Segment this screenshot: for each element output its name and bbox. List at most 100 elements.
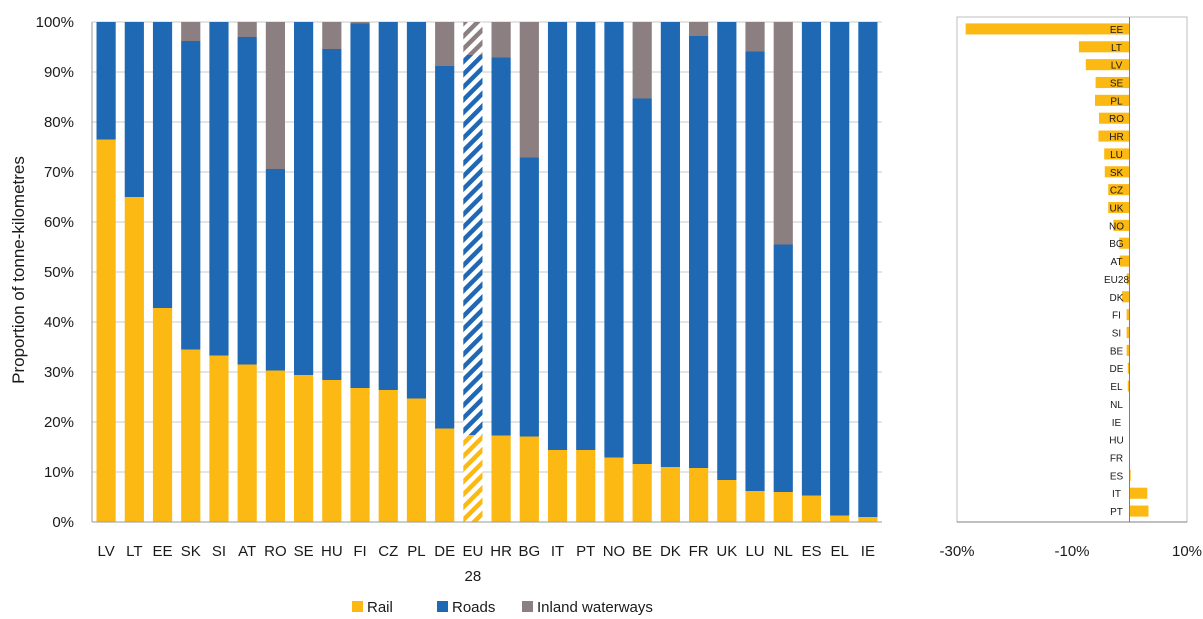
bar-roads-lv [96,22,116,140]
y-tick-labels: 0% 10% 20% 30% 40% 50% 60% 70% 80% 90% 100% [36,14,74,531]
bar-inland-waterways-nl [773,22,793,245]
category-label-pt: PT [1110,507,1123,518]
x-tick-label-hu: HU [321,543,343,560]
bar-rail-be [632,464,652,522]
bar-inland-waterways-sk [181,22,201,41]
bar-rail-it [547,450,568,522]
legend-swatch-rail [352,601,363,612]
y-tick-label: 40% [44,314,74,331]
bar-inland-waterways-bg [519,22,539,158]
bar-roads-hr [491,57,511,436]
bar-inland-waterways-hr [491,22,511,58]
category-label-si: SI [1112,329,1121,340]
change-bar-ro [1099,112,1130,124]
legend-swatch-roads [437,601,448,612]
legend: Rail Roads Inland waterways [352,599,653,616]
bar-rail-lu [745,491,765,522]
bar-rail-es [801,495,822,522]
y-tick-label: 60% [44,214,74,231]
stacked-bar-chart: 0% 10% 20% 30% 40% 50% 60% 70% 80% 90% 100% LV LT EE… [9,14,882,585]
bar-roads-bg [519,157,539,437]
y-tick-label: 30% [44,364,74,381]
bar-rail-el [830,515,850,522]
change-bar-sk [1104,166,1130,178]
bar-inland-waterways-ro [265,22,285,169]
x-tick-label-ee: EE [153,543,173,560]
bar-roads-fr [689,36,709,468]
x-tick-label-sk: SK [181,543,201,560]
bar-roads-lt [124,22,144,197]
bar-rail-bg [519,436,539,522]
bar-rail-fr [689,468,709,522]
bar-rail-de [435,428,455,522]
x-tick-label: 10% [1172,543,1202,560]
bar-roads-si [209,22,229,356]
bar-rail-at [237,364,257,522]
x-tick-label-lv: LV [97,543,114,560]
category-label-nl: NL [1110,400,1123,411]
axes [91,22,882,523]
y-tick-label: 50% [44,264,74,281]
bar-group [965,23,1149,517]
bar-inland-waterways-be [632,22,652,99]
category-label-at: AT [1110,257,1122,268]
bar-rail-no [604,457,624,522]
category-label-dk: DK [1110,293,1124,304]
bar-roads-uk [717,22,737,480]
category-label-ee: EE [1110,25,1124,36]
category-label-lt: LT [1111,43,1122,54]
bar-roads-se [294,22,314,375]
category-label-sk: SK [1110,168,1124,179]
y-tick-label: 10% [44,464,74,481]
y-tick-label: 80% [44,114,74,131]
bar-rail-sk [181,349,201,522]
bar-rail-lv [96,139,116,522]
bar-roads-be [632,98,652,464]
category-label-de: DE [1110,364,1124,375]
bar-roads-at [237,37,257,365]
legend-label-rail: Rail [367,599,393,616]
x-tick-label: -10% [1054,543,1089,560]
x-tick-label-it: IT [551,543,564,560]
bar-roads-pl [406,22,427,399]
change-bar-el [1127,380,1130,392]
bar-rail-ro [265,370,285,522]
x-tick-label-hr: HR [490,543,512,560]
change-bar-be [1126,344,1130,356]
bar-rail-cz [378,390,398,522]
x-tick-label-ie: IE [861,543,875,560]
change-bar-ee [965,23,1130,35]
bar-rail-eu-28 [463,435,483,522]
bar-rail-hu [322,380,342,522]
bar-rail-lt [124,197,144,522]
category-label-hr: HR [1109,132,1123,143]
x-tick-label-uk: UK [716,543,737,560]
legend-label-roads: Roads [452,599,495,616]
bar-rail-se [294,375,314,522]
change-bar-lu [1104,148,1130,160]
change-bar-si [1126,326,1130,339]
x-tick-label-lt: LT [126,543,142,560]
bar-roads-sk [181,41,201,350]
category-label-pl: PL [1110,96,1123,107]
legend-swatch-inland-waterways [522,601,533,612]
change-bar-fi [1126,309,1130,321]
y-tick-label: 0% [52,514,74,531]
x-tick-label-be: BE [632,543,652,560]
x-tick-label-fi: FI [353,543,366,560]
category-label-hu: HU [1109,436,1123,447]
category-label-ie: IE [1112,418,1122,429]
y-tick-label: 20% [44,414,74,431]
bar-roads-ie [858,22,878,517]
bar-group [96,22,878,522]
x-tick-label-at: AT [238,543,256,560]
bar-rail-ee [152,308,173,522]
category-label-ro: RO [1109,114,1124,125]
category-label-lu: LU [1110,150,1123,161]
category-labels: EE LT LV SE PL RO HR LU SK CZ UK NO BG AT EU28 DK FI SI BE… [1104,25,1129,518]
bar-rail-ie [858,517,878,522]
x-tick-label-si: SI [212,543,226,560]
change-bar-se [1095,76,1130,89]
x-tick-label: -30% [939,543,974,560]
change-bar-pl [1095,94,1130,106]
